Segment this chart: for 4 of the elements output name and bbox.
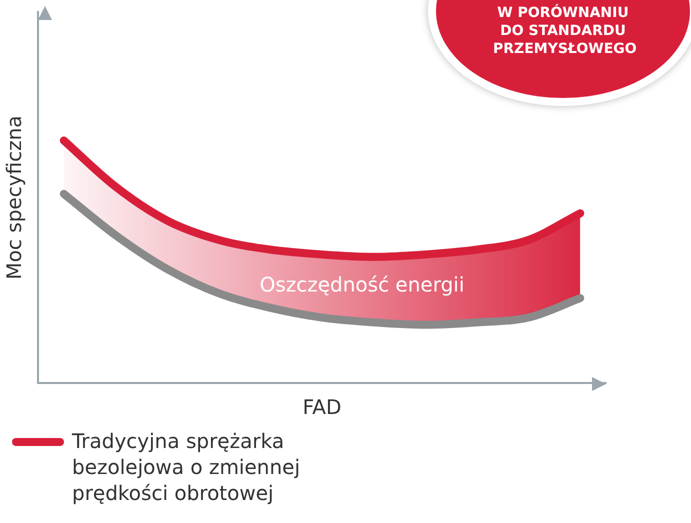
x-axis-title: FAD bbox=[302, 395, 342, 420]
annotation: Oszczędność energii bbox=[260, 272, 464, 297]
legend-label: Tradycyjna sprężarka bezolejowa o zmiennej prędkości obrotowej bbox=[72, 428, 302, 506]
y-axis-title: Moc specyficzna bbox=[2, 115, 26, 280]
